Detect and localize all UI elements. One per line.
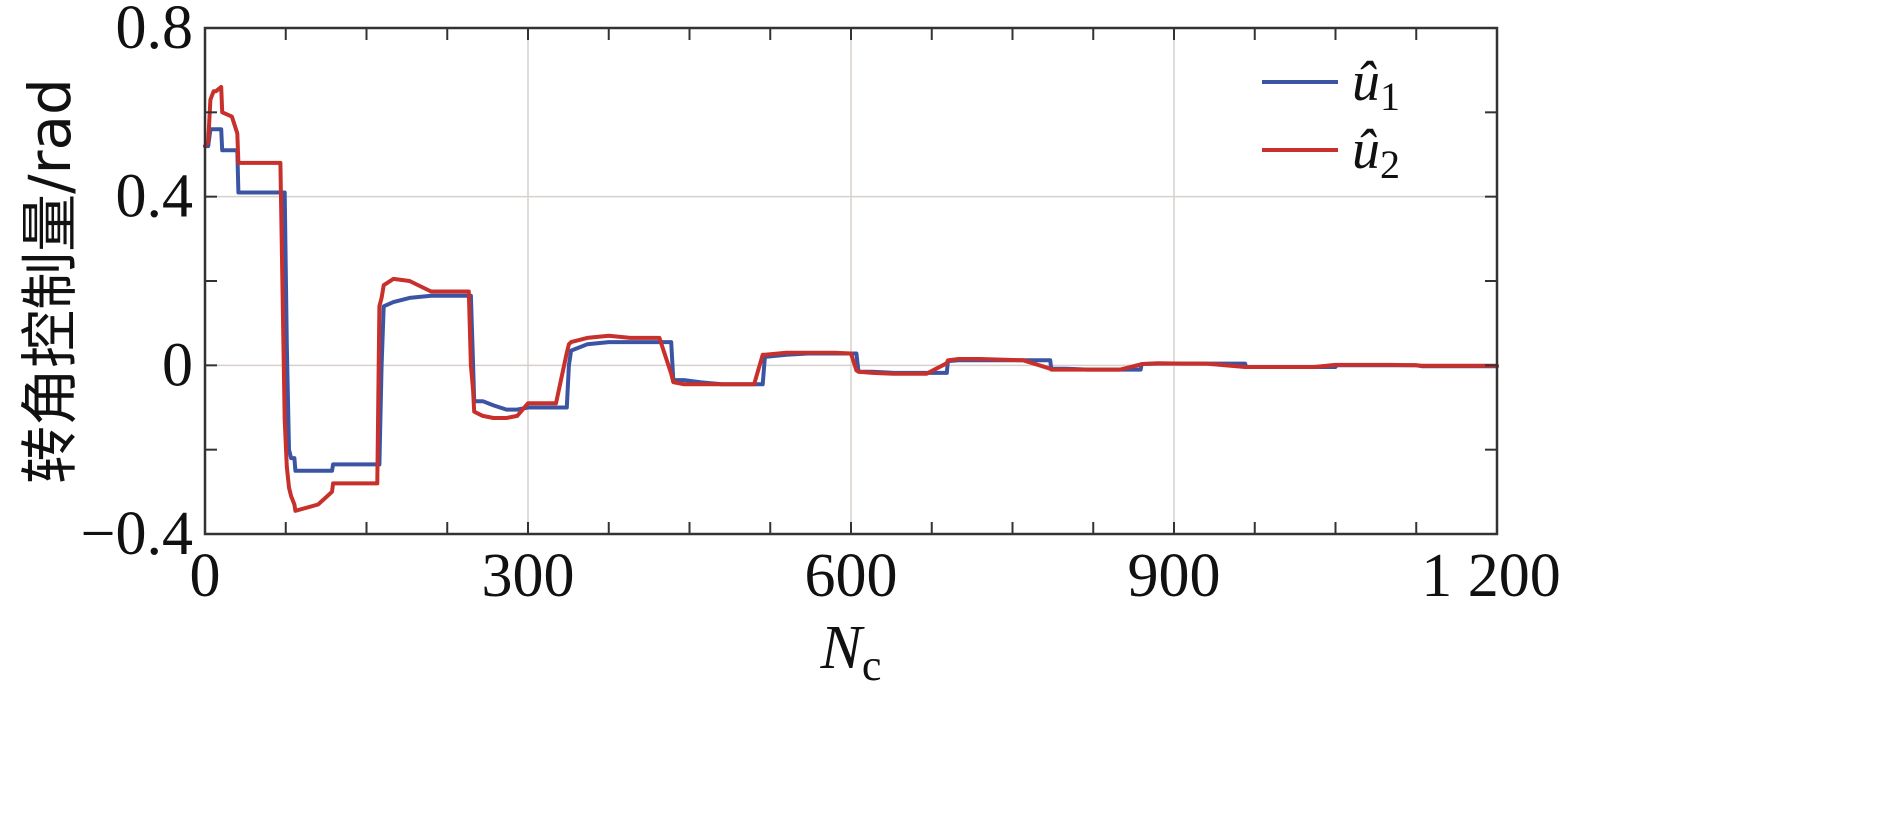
x-axis-title-main: N — [820, 614, 866, 682]
x-tick-label: 600 — [805, 542, 898, 610]
legend-label-1: û1 — [1352, 51, 1400, 119]
y-tick-label: 0 — [162, 331, 193, 399]
x-axis-title: Nc — [820, 614, 882, 690]
series-line-2 — [203, 85, 1499, 513]
legend-label-2-subscript: 2 — [1380, 142, 1400, 187]
y-tick-label: 0.4 — [116, 163, 194, 231]
x-tick-label: 900 — [1128, 542, 1221, 610]
x-tick-label: 300 — [482, 542, 575, 610]
legend-label-2: û2 — [1352, 119, 1400, 187]
tick-labels: 0 300 600 900 1 200−0.400.40.8 — [81, 0, 1561, 610]
legend-label-1-subscript: 1 — [1380, 74, 1400, 119]
x-axis-title-subscript: c — [862, 641, 882, 690]
x-tick-label: 0 — [190, 542, 221, 610]
y-tick-label: 0.8 — [116, 0, 194, 62]
legend-label-2-main: û — [1352, 119, 1380, 181]
axis-ticks — [204, 27, 1498, 535]
series-layer — [203, 85, 1499, 513]
y-axis-title: 转角控制量/rad — [16, 78, 84, 484]
x-tick-label: 1 200 — [1421, 542, 1561, 610]
y-tick-label: −0.4 — [81, 500, 193, 568]
legend-label-1-main: û — [1352, 51, 1380, 113]
